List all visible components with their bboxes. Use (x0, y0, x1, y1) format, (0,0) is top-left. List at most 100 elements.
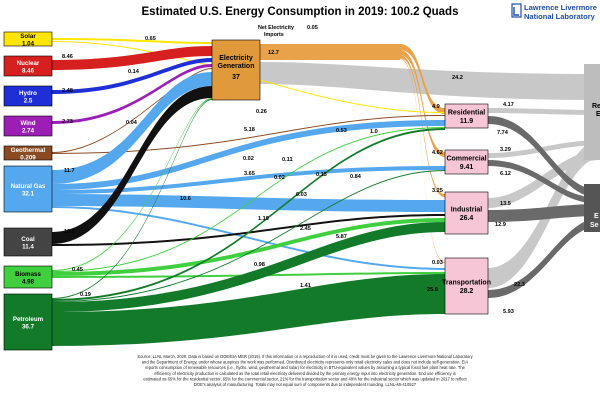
flow-elec-com (400, 50, 445, 157)
source-value-biomass: 4.98 (22, 279, 35, 286)
sector-box-transportation (444, 257, 489, 315)
source-value-hydro: 2.5 (24, 98, 33, 105)
flow-label-trans-services: 5.93 (503, 309, 514, 315)
source-name-wind: Wind (20, 120, 35, 127)
footnote-line: Source: LLNL March, 2020. Data is based … (137, 354, 473, 359)
flow-label-elec-res: 4.9 (432, 104, 440, 110)
source-name-petroleum: Petroleum (13, 316, 44, 323)
rejected-energy-node: Re E (584, 64, 600, 160)
sector-name-residential: Residential (448, 110, 485, 117)
flow-label-pet-com: 0.84 (350, 174, 362, 180)
net-imports-label-1: Net Electricity (258, 25, 294, 31)
sector-value-transportation: 28.2 (460, 288, 474, 295)
flow-label-geo-res: 0.02 (243, 156, 254, 162)
source-box-hydro (3, 85, 53, 107)
flow-label-geo-x2: 0.26 (256, 109, 267, 115)
flow-label-res-services: 7.74 (497, 130, 509, 136)
energy-services-box (584, 184, 600, 232)
flow-label-solar-small: 0.14 (128, 69, 140, 75)
flow-nuclear-elec (52, 46, 212, 70)
flow-gas-elec (52, 72, 212, 184)
flow-bio-ind (52, 218, 445, 276)
flow-label-gas-trans: 0.98 (254, 262, 265, 268)
net-imports-value: 0.05 (307, 25, 318, 31)
source-name-geothermal: Geothermal (11, 147, 46, 154)
flow-label-com-services: 6.12 (500, 171, 511, 177)
sector-box-residential (444, 103, 489, 129)
page-title: Estimated U.S. Energy Consumption in 201… (142, 6, 459, 18)
energy-services-node: E Se (584, 184, 600, 232)
flow-label-bio-com: 0.15 (316, 172, 327, 178)
flow-label-com-rejected: 3.29 (500, 147, 511, 153)
sector-name-commercial: Commercial (446, 156, 486, 163)
flow-label-trans-rejected: 22.3 (514, 282, 525, 288)
flow-hydro-elec (52, 58, 212, 94)
flow-label-geo-x1: 0.02 (274, 175, 285, 181)
source-box-petroleum (3, 293, 53, 351)
flow-elec-res (400, 44, 445, 114)
flow-labels: 0.65 8.46 2.48 2.73 0.14 0.04 12.7 24.2 4.9 4.62 3… (62, 36, 525, 315)
llnl-logo: Lawrence Livermore National Laboratory (511, 3, 597, 21)
source-box-natural-gas (3, 165, 53, 213)
source-box-coal (3, 227, 53, 257)
flow-label-bio-ind: 2.45 (300, 226, 311, 232)
flow-com-services (488, 160, 600, 204)
source-name-natural-gas: Natural Gas (11, 183, 46, 190)
sector-box-commercial (444, 149, 489, 175)
flow-gas-com (52, 166, 445, 194)
flow-coal-elec (52, 86, 212, 244)
source-name-coal: Coal (21, 236, 35, 243)
flow-label-pet-ind: 5.87 (336, 234, 347, 240)
llnl-logo-icon (511, 3, 522, 18)
flow-label-pet-trans: 25.8 (427, 287, 438, 293)
flow-label-pet-res: 1.0 (370, 129, 378, 135)
flow-label-gas-com: 3.65 (244, 171, 255, 177)
source-value-wind: 2.74 (22, 128, 35, 135)
flow-wind-elec (52, 64, 212, 124)
source-box-nuclear (3, 55, 53, 77)
source-value-geothermal: 0.209 (20, 155, 36, 162)
flow-label-elec-trans: 0.03 (432, 260, 443, 266)
flow-label-ind-rejected: 13.5 (500, 201, 511, 207)
flow-label-gas-res: 5.18 (244, 127, 255, 133)
flow-label-coal-elec: 10.2 (64, 229, 75, 235)
rejected-energy-label-2: E (596, 111, 600, 118)
source-value-natural-gas: 32.1 (22, 191, 35, 198)
source-value-solar: 1.04 (22, 41, 35, 48)
electricity-value: 37 (232, 74, 240, 81)
sector-value-residential: 11.9 (460, 118, 473, 125)
electricity-box (211, 39, 261, 101)
footnote-line: and the Department of Energy, under whos… (142, 360, 469, 365)
flow-elec-trans (400, 58, 445, 263)
flow-trans-services (488, 218, 600, 298)
flow-label-nuclear-elec: 8.46 (62, 54, 73, 60)
sector-boxes: Residential11.9Commercial9.41Industrial2… (442, 103, 491, 315)
flow-label-geo-com: 0.11 (282, 157, 293, 163)
flow-label-elec-com: 4.62 (432, 150, 443, 156)
source-value-nuclear: 8.46 (22, 68, 35, 75)
source-box-solar (3, 31, 53, 47)
sector-name-industrial: Industrial (451, 207, 483, 214)
flow-gas-res (52, 120, 445, 190)
footnote-line: DOE's analysis of manufacturing. Totals … (194, 382, 417, 387)
flow-label-wind-small: 0.04 (126, 120, 138, 126)
flow-label-res-rejected: 4.17 (503, 102, 514, 108)
flow-label-gas-elec: 11.7 (64, 168, 75, 174)
flow-label-elec-out: 12.7 (268, 50, 279, 56)
flow-label-hydro-elec: 2.48 (62, 88, 73, 94)
flow-label-coal-x: 0.03 (296, 192, 307, 198)
flow-label-wind-elec: 2.73 (62, 119, 73, 125)
flow-pet-trans (52, 274, 445, 346)
rejected-energy-label-1: Re (592, 103, 600, 110)
